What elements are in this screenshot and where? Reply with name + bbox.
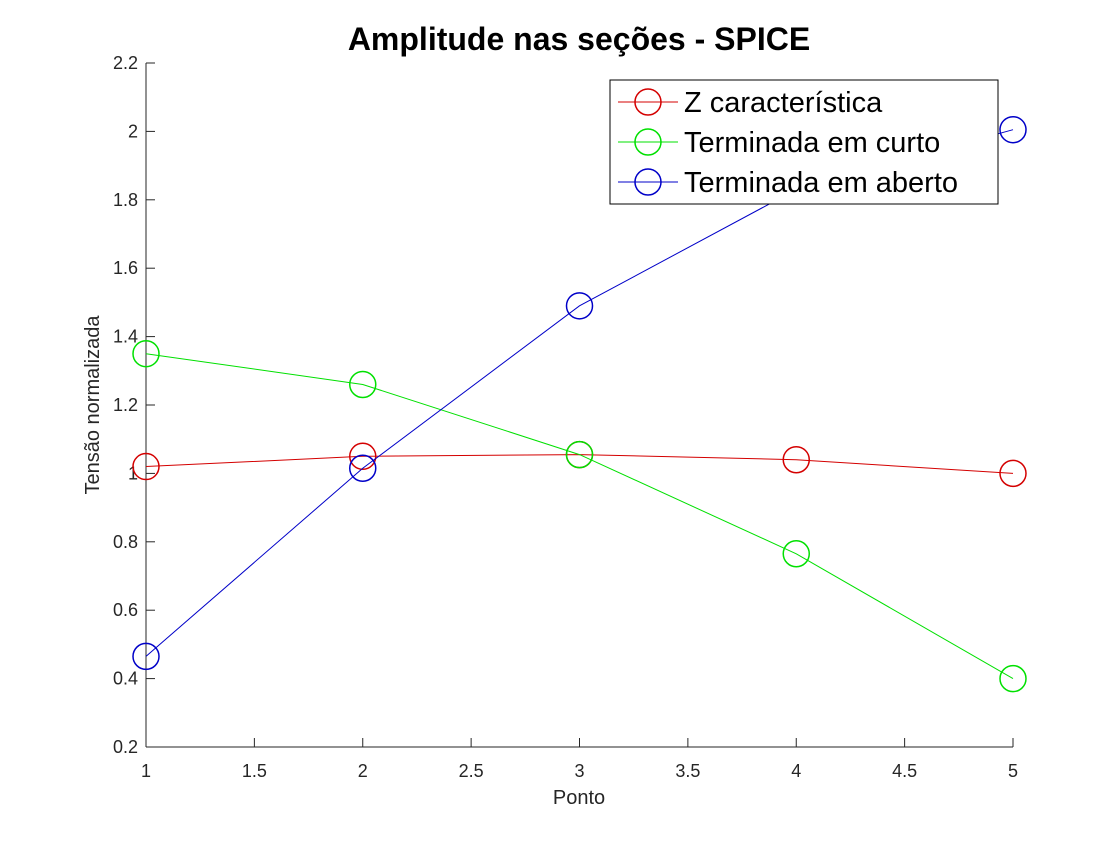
data-point — [132, 642, 160, 671]
legend-item: Terminada em aberto — [618, 167, 958, 199]
x-tick-label: 1.5 — [242, 761, 267, 781]
x-axis-label: Ponto — [553, 787, 605, 809]
y-tick-label: 1.6 — [113, 258, 138, 278]
axes: 1 1.5 2 2.5 3 3.5 4 4.5 5 0.2 0.4 0.6 0.8 1 1.2 1.4 1.6 1… — [113, 53, 1018, 781]
y-tick-label: 0.2 — [113, 737, 138, 757]
data-point — [782, 445, 810, 474]
y-axis-label: Tensão normalizada — [82, 315, 104, 495]
x-tick-label: 2 — [358, 761, 368, 781]
chart-title: Amplitude nas seções - SPICE — [348, 21, 810, 57]
y-tick-label: 1.8 — [113, 190, 138, 210]
y-tick-label: 1 — [128, 463, 138, 483]
data-point — [999, 459, 1027, 488]
data-point — [565, 440, 594, 469]
legend-label: Terminada em aberto — [684, 167, 958, 199]
y-tick-label: 2 — [128, 121, 138, 141]
legend-marker — [634, 168, 662, 196]
x-tick-label: 5 — [1008, 761, 1018, 781]
x-tick-label: 4 — [791, 761, 801, 781]
data-point — [349, 442, 377, 471]
data-point — [132, 339, 160, 368]
legend-label: Z característica — [684, 87, 883, 119]
data-point — [565, 292, 594, 320]
x-tick-label: 2.5 — [459, 761, 484, 781]
y-tick-label: 2.2 — [113, 53, 138, 73]
legend-marker — [634, 128, 662, 156]
x-tick-label: 3 — [574, 761, 584, 781]
data-point — [349, 454, 377, 483]
legend-marker — [634, 88, 662, 116]
y-tick-label: 0.4 — [113, 669, 138, 689]
data-point — [132, 452, 160, 481]
x-tick-label: 4.5 — [892, 761, 917, 781]
legend: Z característica Terminada em curto Termin… — [609, 79, 999, 205]
data-point — [999, 115, 1027, 144]
y-tick-label: 0.8 — [113, 532, 138, 552]
series-line — [145, 353, 1014, 680]
series-2 — [132, 339, 1027, 693]
y-tick-label: 1.4 — [113, 327, 138, 347]
data-point — [782, 540, 810, 568]
y-tick-label: 0.6 — [113, 600, 138, 620]
legend-label: Terminada em curto — [684, 127, 940, 159]
legend-item: Terminada em curto — [618, 127, 940, 159]
x-tick-label: 1 — [141, 761, 151, 781]
data-point — [349, 370, 377, 399]
legend-item: Z característica — [618, 87, 883, 119]
data-point — [999, 664, 1027, 693]
x-tick-label: 3.5 — [675, 761, 700, 781]
y-tick-label: 1.2 — [113, 395, 138, 415]
